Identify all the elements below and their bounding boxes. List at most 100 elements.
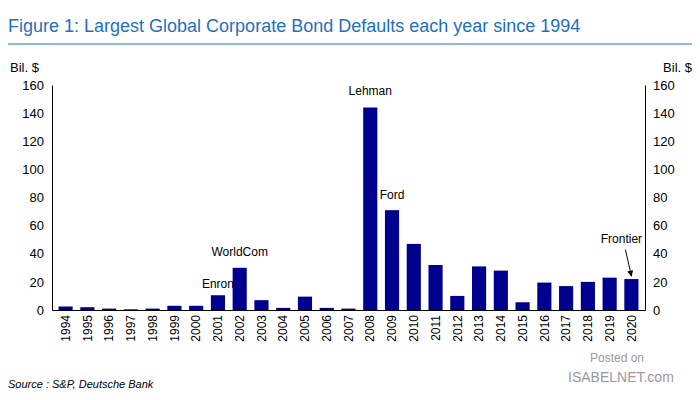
annotation: Ford	[380, 188, 405, 202]
y-tick-label: 20	[30, 275, 44, 290]
x-tick: 2008	[363, 310, 377, 342]
x-tick-label: 2012	[451, 315, 465, 342]
y2-tick-label: 40	[653, 246, 667, 261]
x-axis: 1994199519961997199819992000200120022003…	[53, 310, 646, 342]
annotation: Enron	[202, 277, 234, 291]
x-tick: 2000	[189, 310, 203, 342]
bar	[450, 296, 464, 310]
annotation: Frontier	[601, 232, 642, 246]
bar	[276, 308, 290, 310]
bar	[385, 210, 399, 310]
bar	[254, 300, 268, 310]
x-tick: 1995	[81, 310, 95, 342]
bar	[59, 306, 73, 310]
y-axis-label: Bil. $	[10, 60, 40, 75]
y-tick-label: 100	[22, 162, 44, 177]
x-tick-label: 2018	[581, 315, 595, 342]
y-tick: 100	[22, 162, 52, 177]
bar	[363, 108, 377, 311]
bar	[146, 309, 160, 310]
y2-tick: 100	[645, 162, 675, 177]
y2-tick-label: 140	[653, 106, 675, 121]
x-tick-label: 2003	[255, 315, 269, 342]
y2-tick-label: 60	[653, 218, 667, 233]
y2-tick: 60	[645, 218, 667, 233]
x-tick-label: 2005	[298, 315, 312, 342]
x-tick: 2011	[429, 310, 443, 341]
watermark: ISABELNET.com	[568, 369, 674, 385]
y2-tick-label: 80	[653, 190, 667, 205]
y2-tick: 120	[645, 134, 675, 149]
x-tick: 2014	[494, 310, 508, 342]
x-tick: 2009	[385, 310, 399, 342]
y2-axis-line	[645, 86, 646, 311]
watermark: Posted on	[590, 351, 644, 365]
title-rule	[8, 44, 692, 45]
x-tick: 1999	[168, 310, 182, 342]
bar	[494, 271, 508, 310]
x-tick: 2010	[407, 310, 421, 342]
x-tick: 2015	[516, 310, 530, 342]
y-tick: 40	[30, 246, 52, 261]
y2-tick-label: 120	[653, 134, 675, 149]
x-tick-label: 2000	[189, 315, 203, 342]
y-tick-label: 160	[22, 78, 44, 93]
x-tick: 1994	[59, 310, 73, 342]
y-tick: 80	[30, 190, 52, 205]
x-tick-label: 1996	[102, 315, 116, 342]
x-tick: 1998	[146, 310, 160, 342]
bar	[428, 265, 442, 310]
x-tick-label: 2014	[494, 315, 508, 342]
y2-tick: 20	[645, 275, 667, 290]
bar	[603, 278, 617, 310]
y-tick-label: 140	[22, 106, 44, 121]
bar	[189, 306, 203, 310]
x-tick-label: 2009	[385, 315, 399, 342]
x-tick-label: 2002	[233, 315, 247, 342]
x-tick-label: 2020	[625, 315, 639, 342]
y2-tick: 0	[645, 303, 660, 318]
x-tick-label: 2008	[363, 315, 377, 342]
y-axis-line	[52, 86, 53, 311]
y-tick: 120	[22, 134, 52, 149]
y-tick: 140	[22, 106, 52, 121]
y2-tick-label: 160	[653, 78, 675, 93]
x-tick: 2017	[559, 310, 573, 342]
bar	[298, 297, 312, 310]
y2-tick: 160	[645, 78, 675, 93]
x-tick-label: 2010	[407, 315, 421, 342]
bar	[102, 309, 116, 310]
title: Figure 1: Largest Global Corporate Bond …	[8, 16, 580, 36]
y-tick-label: 40	[30, 246, 44, 261]
y-tick: 20	[30, 275, 52, 290]
y-tick-label: 60	[30, 218, 44, 233]
x-tick-label: 2017	[559, 315, 573, 342]
x-tick-label: 1995	[81, 315, 95, 342]
x-tick: 2001	[211, 310, 225, 342]
x-tick: 2005	[298, 310, 312, 342]
bar	[559, 286, 573, 310]
x-tick-label: 2001	[211, 315, 225, 342]
y2-tick: 80	[645, 190, 667, 205]
x-tick-label: 2019	[603, 315, 617, 342]
bar	[233, 268, 247, 310]
x-tick: 2007	[342, 310, 356, 342]
x-tick-label: 2006	[320, 315, 334, 342]
annotation: Lehman	[349, 84, 392, 98]
y-tick: 160	[22, 78, 52, 93]
bar	[167, 306, 181, 310]
x-tick: 2004	[276, 310, 290, 342]
y2-tick-label: 0	[653, 303, 660, 318]
x-tick: 1996	[102, 310, 116, 342]
bar	[472, 266, 486, 310]
y-axis: 020406080100120140160	[22, 78, 52, 318]
x-tick: 2002	[233, 310, 247, 342]
x-tick-label: 2004	[276, 315, 290, 342]
x-tick-label: 2011	[429, 315, 443, 341]
x-tick-label: 2007	[342, 315, 356, 342]
x-tick: 2006	[320, 310, 334, 342]
bar	[537, 283, 551, 310]
y2-tick: 140	[645, 106, 675, 121]
y2-axis-label: Bil. $	[663, 60, 693, 75]
y2-axis: 0 20 40 60 80 100 120 140 160	[645, 78, 675, 318]
